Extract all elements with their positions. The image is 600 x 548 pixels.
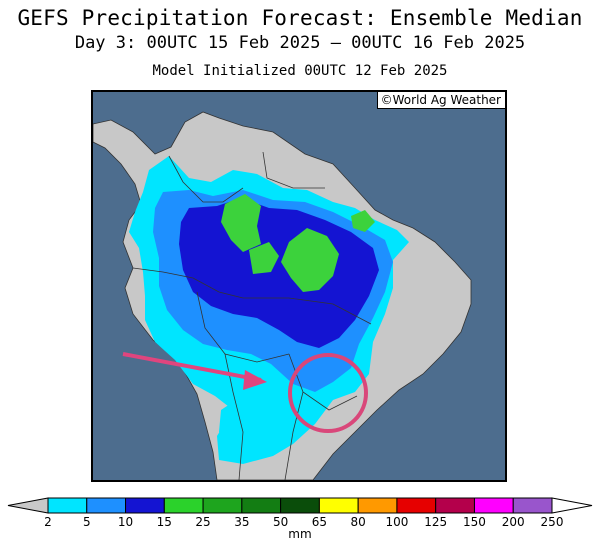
colorbar-tick-label: 125 xyxy=(424,515,447,529)
annotation-arrow xyxy=(122,352,262,382)
colorbar-ticks: 2 5 10 15 25 35 50 65 80 100 125 150 200 250 xyxy=(44,515,563,529)
colorbar-swatch xyxy=(357,497,398,514)
colorbar-swatch xyxy=(47,497,88,514)
colorbar-unit-label: mm xyxy=(288,527,312,541)
precipitation-map: ©World Ag Weather xyxy=(91,90,507,482)
precip-green-3 xyxy=(249,242,279,274)
forecast-period: Day 3: 00UTC 15 Feb 2025 — 00UTC 16 Feb … xyxy=(74,33,526,53)
colorbar-tick-label: 15 xyxy=(157,515,172,529)
colorbar-tick-label: 50 xyxy=(273,515,288,529)
map-canvas xyxy=(93,92,505,480)
colorbar-high-end xyxy=(551,497,593,514)
chart-title: GEFS Precipitation Forecast: Ensemble Me… xyxy=(17,6,583,30)
highlight-circle xyxy=(288,353,368,433)
colorbar-swatch xyxy=(241,497,282,514)
colorbar-swatch xyxy=(125,497,165,514)
colorbar-low-end xyxy=(7,497,49,514)
model-init-time: Model Initialized 00UTC 12 Feb 2025 xyxy=(152,63,448,79)
precip-green-4 xyxy=(351,210,375,232)
colorbar-tick-label: 2 xyxy=(44,515,52,529)
colorbar-swatch xyxy=(86,497,127,514)
colorbar-tick-label: 200 xyxy=(502,515,525,529)
colorbar-swatch xyxy=(280,497,320,514)
colorbar-tick-label: 65 xyxy=(312,515,327,529)
credit-label: ©World Ag Weather xyxy=(376,92,505,109)
colorbar-swatch xyxy=(435,497,475,514)
colorbar-swatch xyxy=(318,497,359,514)
colorbar-swatch xyxy=(512,497,553,514)
colorbar-swatch xyxy=(473,497,514,514)
precip-green-2 xyxy=(281,228,339,292)
colorbar-swatch xyxy=(396,497,437,514)
colorbar-tick-label: 250 xyxy=(541,515,564,529)
annotation-arrowhead xyxy=(243,370,267,390)
colorbar-tick-label: 80 xyxy=(351,515,366,529)
colorbar-swatch xyxy=(163,497,204,514)
colorbar-tick-label: 100 xyxy=(385,515,408,529)
colorbar-tick-label: 35 xyxy=(234,515,249,529)
colorbar-swatch xyxy=(202,497,243,514)
precip-south-band xyxy=(219,398,253,448)
colorbar-legend: 2 5 10 15 25 35 50 65 80 100 125 150 200 250 xyxy=(7,497,593,529)
colorbar-tick-label: 150 xyxy=(463,515,486,529)
colorbar-tick-label: 10 xyxy=(118,515,133,529)
precip-green-1 xyxy=(221,194,261,252)
colorbar-tick-label: 25 xyxy=(195,515,210,529)
colorbar-swatches xyxy=(7,497,593,514)
colorbar-tick-label: 5 xyxy=(83,515,91,529)
